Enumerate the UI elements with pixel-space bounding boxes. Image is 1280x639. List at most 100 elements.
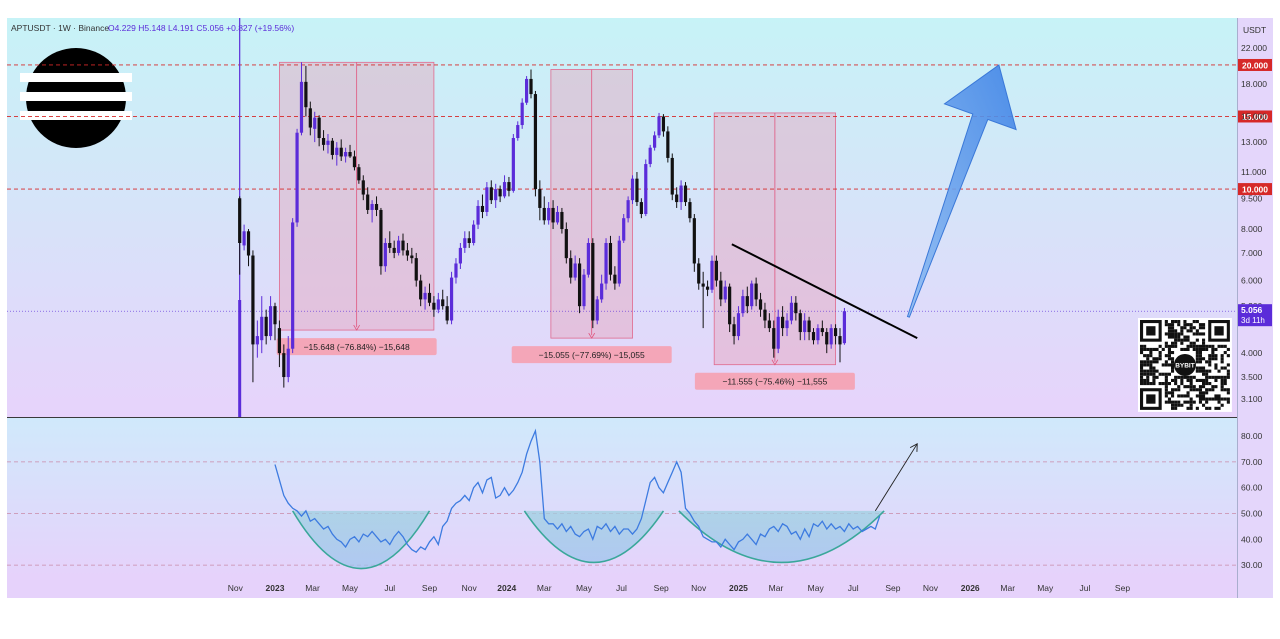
qr-module [1220, 403, 1224, 407]
qr-module [1174, 400, 1178, 404]
qr-module [1189, 382, 1193, 386]
qr-module [1195, 329, 1199, 333]
qr-module [1198, 397, 1202, 401]
qr-code[interactable]: BYBIT [1138, 318, 1232, 412]
candle-body [723, 286, 727, 300]
candle-body [489, 187, 493, 201]
qr-module [1143, 369, 1147, 373]
qr-module [1177, 403, 1181, 407]
drawdown-label: −11.555 (−75.46%) −11,555 [722, 377, 827, 387]
candle-body [330, 140, 334, 155]
candle-body [238, 198, 242, 243]
qr-finder-core [1214, 326, 1224, 336]
qr-module [1202, 341, 1206, 345]
candle-body [701, 283, 705, 287]
qr-module [1208, 344, 1212, 348]
qr-module [1167, 357, 1171, 361]
qr-module [1164, 391, 1168, 395]
qr-module [1226, 397, 1230, 401]
qr-module [1198, 347, 1202, 351]
qr-module [1217, 397, 1221, 401]
qr-module [1208, 363, 1212, 367]
time-tick-label: Sep [422, 583, 437, 593]
level-tag: 10.000 [1242, 185, 1268, 195]
price-tick-label: 7.000 [1241, 248, 1263, 258]
qr-module [1186, 344, 1190, 348]
qr-module [1183, 323, 1187, 327]
qr-module [1198, 394, 1202, 398]
qr-module [1223, 378, 1227, 382]
candle-body [728, 286, 732, 325]
qr-module [1174, 332, 1178, 336]
drawdown-label-box [511, 346, 672, 364]
qr-module [1214, 363, 1218, 367]
qr-module [1226, 354, 1230, 358]
candle-body [754, 283, 758, 300]
time-tick-label: Nov [228, 583, 244, 593]
candle-body [427, 292, 432, 303]
qr-module [1214, 354, 1218, 358]
qr-module [1149, 382, 1153, 386]
candle-body [370, 204, 374, 210]
qr-module [1140, 372, 1144, 376]
qr-module [1149, 360, 1153, 364]
qr-module [1198, 344, 1202, 348]
qr-module [1155, 369, 1159, 373]
qr-module [1214, 385, 1218, 389]
qr-module [1208, 382, 1212, 386]
qr-module [1214, 394, 1218, 398]
qr-module [1189, 341, 1193, 345]
qr-module [1152, 375, 1156, 379]
qr-module [1198, 323, 1202, 327]
candle-body [463, 238, 467, 248]
candle-body [379, 209, 383, 267]
qr-module [1149, 366, 1153, 370]
level-tag-bg [1238, 110, 1272, 123]
qr-module [1171, 394, 1175, 398]
qr-module [1189, 329, 1193, 333]
price-tick-label: 18.000 [1241, 79, 1267, 89]
qr-module [1177, 335, 1181, 339]
candle-body [449, 277, 454, 321]
candle-body [339, 147, 343, 157]
candle-body [635, 178, 639, 203]
qr-module [1140, 375, 1144, 379]
qr-module [1149, 369, 1153, 373]
candle-body [833, 328, 838, 337]
qr-module [1205, 372, 1209, 376]
time-tick-label: Mar [305, 583, 320, 593]
qr-module [1183, 394, 1187, 398]
qr-module [1186, 338, 1190, 342]
qr-module [1189, 344, 1193, 348]
qr-module [1167, 347, 1171, 351]
qr-module [1192, 341, 1196, 345]
qr-module [1177, 338, 1181, 342]
qr-module [1167, 400, 1171, 404]
candle-body [811, 332, 816, 341]
candle-body [838, 336, 842, 345]
qr-module [1177, 323, 1181, 327]
qr-module [1223, 397, 1227, 401]
candle-body [767, 320, 771, 329]
candle-body [273, 306, 277, 325]
qr-module [1164, 332, 1168, 336]
qr-module [1180, 378, 1184, 382]
qr-module [1158, 357, 1162, 361]
candle-body [776, 316, 780, 349]
time-tick-label: Mar [769, 583, 784, 593]
qr-module [1202, 372, 1206, 376]
drawdown-arrow-head [353, 324, 361, 331]
qr-module [1164, 394, 1168, 398]
qr-module [1164, 360, 1168, 364]
candle-body [807, 320, 811, 333]
qr-module [1167, 344, 1171, 348]
candle-body [542, 207, 546, 221]
time-tick-label: Nov [923, 583, 939, 593]
qr-module [1198, 357, 1202, 361]
qr-module [1174, 388, 1178, 392]
time-tick-label: Mar [537, 583, 552, 593]
qr-module [1226, 369, 1230, 373]
candle-body [600, 283, 604, 300]
qr-module [1174, 406, 1178, 410]
